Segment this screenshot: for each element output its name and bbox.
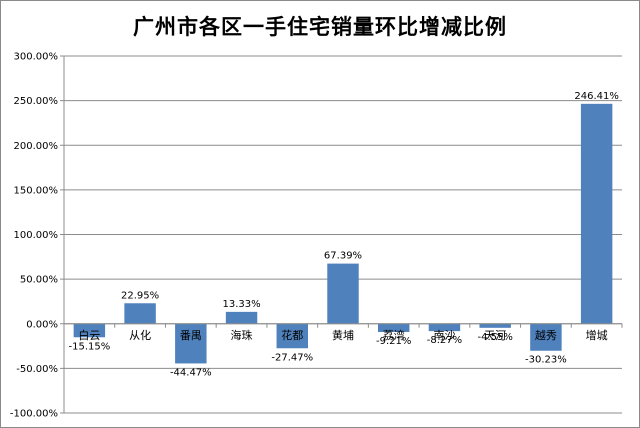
y-tick-label: -100.00%	[10, 409, 58, 420]
category-label: 荔湾	[383, 328, 405, 342]
category-label: 天河	[484, 329, 506, 342]
category-label: 黄埔	[332, 328, 354, 342]
y-tick-label: 300.00%	[14, 52, 59, 63]
category-label: 番禺	[180, 329, 202, 342]
y-tick-label: 0.00%	[26, 319, 58, 330]
data-label: -4.55%	[477, 332, 512, 343]
chart-title: 广州市各区一手住宅销量环比增减比例	[133, 15, 507, 39]
bar	[124, 303, 156, 324]
data-label: -15.15%	[68, 341, 110, 352]
bar	[428, 323, 461, 332]
category-label: 从化	[129, 328, 151, 342]
data-label: -9.21%	[376, 336, 411, 347]
y-tick-label: 250.00%	[14, 96, 59, 107]
y-tick-label: -50.00%	[16, 364, 58, 375]
category-label: 海珠	[231, 328, 253, 342]
category-label: 花都	[281, 329, 303, 342]
bar	[175, 323, 207, 364]
data-label: 246.41%	[574, 91, 619, 102]
data-label: 22.95%	[121, 290, 159, 301]
category-label: 越秀	[535, 328, 557, 342]
category-label: 增城	[586, 328, 608, 342]
bar	[580, 103, 613, 324]
category-label: 南沙	[433, 329, 455, 342]
data-label: -30.23%	[525, 355, 567, 366]
bar	[378, 323, 410, 332]
bar	[530, 323, 562, 351]
data-label: 67.39%	[324, 251, 362, 262]
bar	[276, 323, 308, 349]
y-tick-label: 100.00%	[14, 230, 59, 241]
y-tick-label: 150.00%	[14, 185, 59, 196]
data-label: -8.27%	[427, 335, 462, 346]
data-label: 13.33%	[222, 299, 260, 310]
y-tick-label: 50.00%	[20, 275, 58, 286]
data-label: -27.47%	[271, 352, 313, 363]
category-label: 白云	[78, 328, 100, 342]
bar	[327, 263, 359, 324]
bar	[225, 311, 258, 324]
y-tick-label: 200.00%	[14, 141, 59, 152]
bar	[479, 323, 511, 328]
data-label: -44.47%	[170, 367, 212, 378]
bar	[73, 323, 106, 338]
